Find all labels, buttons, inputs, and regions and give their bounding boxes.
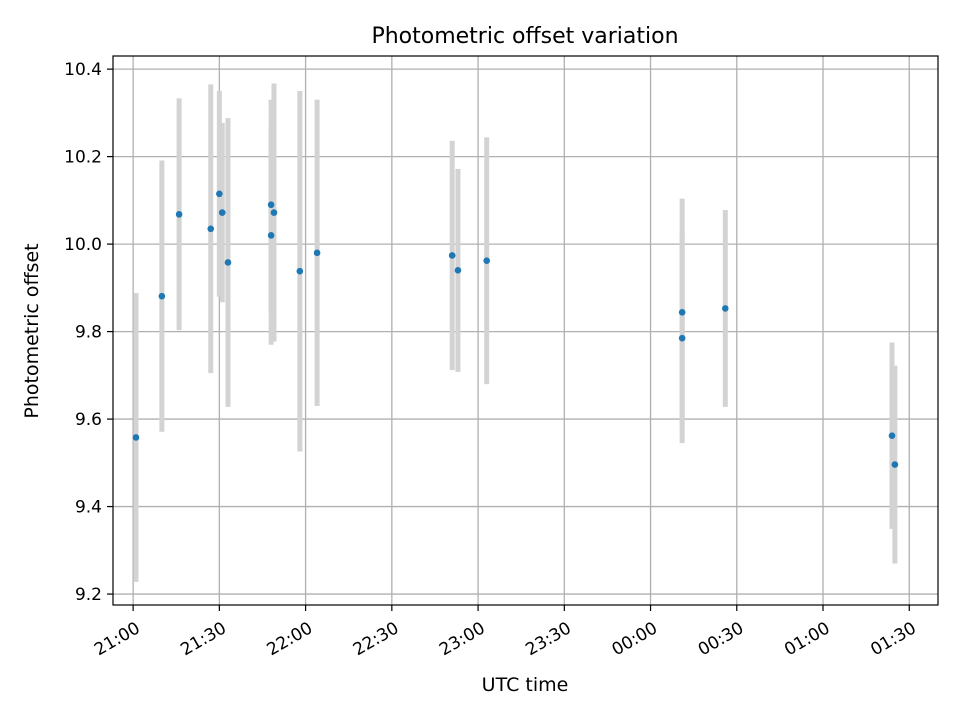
y-tick-label: 9.2 xyxy=(75,585,102,605)
data-point xyxy=(175,211,183,218)
point-layer xyxy=(132,190,899,468)
y-tick-label: 9.6 xyxy=(75,410,102,430)
data-point xyxy=(888,432,896,440)
y-tick-label: 10.2 xyxy=(64,148,102,168)
data-point xyxy=(218,209,226,216)
plot-frame xyxy=(112,55,939,606)
data-point xyxy=(296,267,304,275)
data-point xyxy=(224,259,232,266)
data-point xyxy=(207,225,215,233)
data-point xyxy=(891,461,899,468)
data-point xyxy=(454,267,462,274)
data-point xyxy=(678,334,686,342)
data-point xyxy=(721,305,729,312)
chart-title: Photometric offset variation xyxy=(371,24,678,49)
y-tick-label: 9.8 xyxy=(75,323,102,343)
data-point xyxy=(267,201,275,209)
y-tick-label: 10.4 xyxy=(64,60,102,80)
y-axis: 9.2 9.4 9.6 9.8 10.0 10.2 10.4 xyxy=(64,60,113,605)
data-point xyxy=(216,190,223,198)
data-point xyxy=(313,249,321,257)
data-point xyxy=(132,434,140,441)
grid-layer xyxy=(113,56,938,605)
y-tick-label: 9.4 xyxy=(75,498,102,518)
data-point xyxy=(483,257,490,265)
data-point xyxy=(448,252,456,259)
plot-area xyxy=(112,55,939,606)
x-axis-label: UTC time xyxy=(482,674,569,696)
data-point xyxy=(158,292,166,300)
data-point xyxy=(270,209,278,216)
plot-background xyxy=(113,56,938,605)
y-axis-label: Photometric offset xyxy=(21,243,43,418)
data-point xyxy=(678,309,686,316)
y-tick-label: 10.0 xyxy=(64,235,102,255)
data-point xyxy=(267,232,275,239)
